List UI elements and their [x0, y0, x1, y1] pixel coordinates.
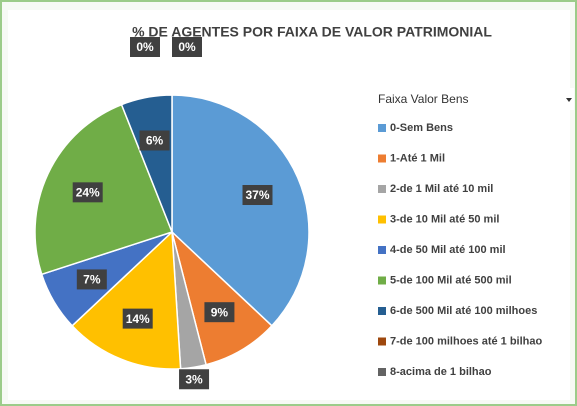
data-label-box — [204, 302, 235, 323]
legend-swatch — [378, 368, 386, 376]
data-label-box — [179, 369, 210, 390]
legend-swatch — [378, 185, 386, 193]
legend-label: 6-de 500 Mil até 100 milhoes — [390, 305, 537, 317]
legend-label: 2-de 1 Mil até 10 mil — [390, 183, 493, 195]
data-label: 24% — [76, 186, 100, 200]
legend-swatch — [378, 276, 386, 285]
data-label: 7% — [83, 273, 101, 287]
legend-label: 7-de 100 milhoes até 1 bilhao — [390, 335, 543, 347]
legend-label: 8-acima de 1 bilhao — [390, 366, 492, 378]
data-label: 0% — [136, 40, 154, 54]
legend-swatch — [378, 246, 386, 254]
data-label: 3% — [185, 372, 203, 386]
legend-title: Faixa Valor Bens — [378, 92, 469, 106]
data-label: 14% — [126, 312, 150, 326]
legend-label: 1-Até 1 Mil — [390, 152, 445, 164]
legend-label: 0-Sem Bens — [390, 122, 453, 134]
data-label-box — [76, 269, 107, 290]
legend-label: 4-de 50 Mil até 100 mil — [390, 244, 506, 256]
legend-header[interactable] — [368, 88, 574, 110]
pie-slice — [71, 230, 182, 370]
legend-swatch — [378, 337, 386, 346]
data-label-box — [72, 182, 103, 203]
chart-title: % DE AGENTES POR FAIXA DE VALOR PATRIMON… — [132, 24, 492, 40]
legend-label: 3-de 10 Mil até 50 mil — [390, 213, 499, 225]
legend-swatch — [378, 124, 386, 132]
legend-swatch — [378, 215, 386, 224]
pie-slice — [171, 94, 310, 327]
data-label: 0% — [178, 40, 196, 54]
legend-swatch — [378, 154, 386, 163]
data-label-box — [172, 37, 202, 57]
data-label: 6% — [146, 134, 164, 148]
legend-swatch — [378, 307, 386, 315]
data-label: 37% — [245, 188, 269, 202]
legend-label: 5-de 100 Mil até 500 mil — [390, 274, 512, 286]
dropdown-arrow[interactable] — [566, 98, 572, 102]
data-label-box — [130, 37, 160, 57]
data-label-box — [139, 130, 170, 151]
data-label: 9% — [211, 305, 229, 319]
data-label-box — [242, 185, 273, 206]
data-label-box — [122, 308, 153, 329]
